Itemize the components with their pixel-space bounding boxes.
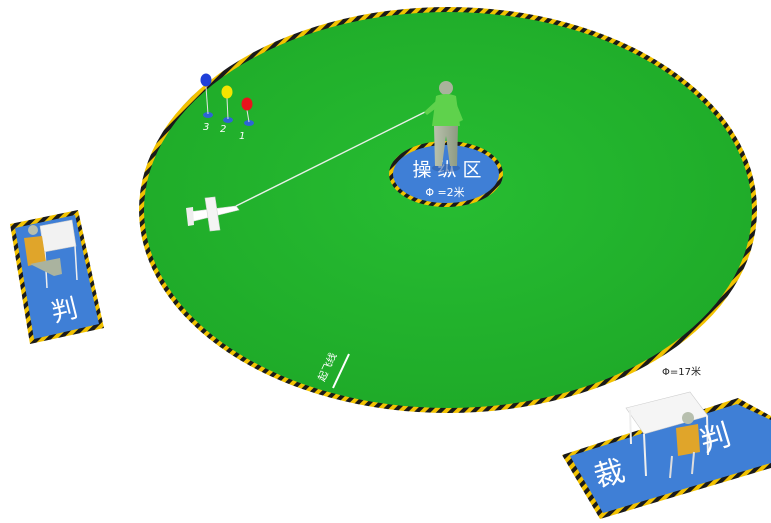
control-line [235,111,426,207]
balloon-2-number: 2 [220,124,226,135]
balloon-1-number: 1 [239,131,245,142]
balloon-1: 1 [239,97,254,142]
field-grass [144,12,752,408]
balloon-1-body [241,97,253,111]
balloon-3-number: 3 [203,122,209,133]
control-zone: 操 纵 区 Φ =2米 [389,141,503,207]
field-diameter-label: Φ=17米 [662,365,701,378]
model-airplane [186,196,240,232]
flying-field [139,7,757,413]
balloon-group: 3 2 1 [200,73,254,142]
control-zone-diameter-label: Φ =2米 [425,186,464,199]
balloon-3: 3 [200,73,213,133]
balloon-3-body [200,73,212,87]
judge-area-left: 判 [10,210,104,344]
balloon-2: 2 [220,85,233,135]
judge-area-right: 裁 判 [562,391,771,519]
balloon-2-body [221,85,233,99]
pilot-figure [424,81,463,172]
